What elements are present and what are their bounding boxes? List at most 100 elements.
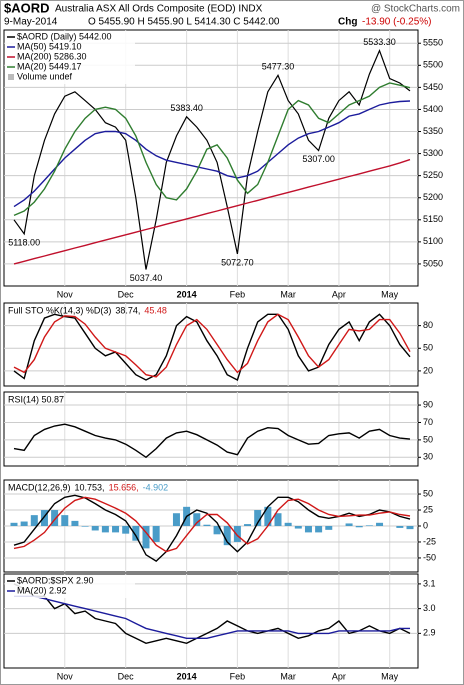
y-tick-label: 90 <box>423 399 433 409</box>
histogram-bar <box>264 506 272 526</box>
y-tick-label: 70 <box>423 417 433 427</box>
y-tick-label: 5250 <box>423 170 443 180</box>
histogram-bar <box>304 526 312 533</box>
histogram-bar <box>51 510 59 526</box>
legend-label: RSI(14) 50.87 <box>8 394 64 404</box>
legend-label: $AORD (Daily) 5442.00 <box>17 31 112 41</box>
y-tick-label: 5350 <box>423 126 443 136</box>
x-tick-label: 2014 <box>177 289 197 299</box>
series-line <box>14 595 410 639</box>
y-tick-label: 5300 <box>423 148 443 158</box>
y-tick-label: 3.0 <box>423 603 436 613</box>
legend-label: Full STO %K(14,3) %D(3) <box>8 305 111 315</box>
x-tick-label: Nov <box>57 289 74 299</box>
y-tick-label: 5550 <box>423 38 443 48</box>
histogram-bar <box>61 515 69 526</box>
x-tick-label: Apr <box>332 289 346 299</box>
security-name: Australia ASX All Ords Composite (EOD) I… <box>55 4 263 15</box>
y-tick-label: 5100 <box>423 236 443 246</box>
histogram-bar <box>152 526 160 542</box>
data-label: 5477.30 <box>262 62 295 72</box>
legend-label: MACD(12,26,9) <box>8 482 71 492</box>
y-tick-label: 2.9 <box>423 628 436 638</box>
x-tick-label: Mar <box>280 289 296 299</box>
series-line <box>13 48 411 270</box>
y-tick-label: 5500 <box>423 60 443 70</box>
legend-label: MA(20) 5449.17 <box>17 61 82 71</box>
legend-label: Volume undef <box>17 71 73 81</box>
x-tick-label: Feb <box>230 671 246 681</box>
histogram-bar <box>244 524 252 526</box>
data-label: 5307.00 <box>302 154 335 164</box>
histogram-bar <box>233 526 241 542</box>
y-tick-label: 50 <box>423 488 433 498</box>
panel <box>3 391 419 467</box>
histogram-bar <box>325 526 333 530</box>
histogram-bar <box>203 524 211 526</box>
series-line <box>13 496 411 553</box>
data-label: 5072.70 <box>221 257 254 267</box>
legend-label: 15.656, <box>109 482 139 492</box>
legend-label: -4.902 <box>143 482 169 492</box>
histogram-bar <box>122 526 130 534</box>
x-tick-label: Feb <box>230 289 246 299</box>
series-line <box>13 423 411 459</box>
legend-label: MA(50) 5419.10 <box>17 41 82 51</box>
legend-box <box>5 31 135 84</box>
data-label: 5383.40 <box>170 103 203 113</box>
y-tick-label: 30 <box>423 452 433 462</box>
histogram-bar <box>142 526 150 549</box>
y-tick-label: 25 <box>423 504 433 514</box>
legend-label: 10.753, <box>75 482 105 492</box>
histogram-bar <box>112 526 120 533</box>
y-tick-label: 0 <box>423 520 428 530</box>
symbol: $AORD <box>4 0 50 15</box>
histogram-bar <box>284 522 292 526</box>
legend-swatch <box>8 74 14 80</box>
ohlc: O 5455.90 H 5455.90 L 5414.30 C 5442.00 <box>88 17 280 28</box>
x-tick-label: Dec <box>118 671 135 681</box>
y-tick-label: 50 <box>423 434 433 444</box>
y-tick-label: 5200 <box>423 192 443 202</box>
histogram-bar <box>40 510 48 526</box>
histogram-bar <box>223 526 231 546</box>
series-line <box>13 158 411 265</box>
histogram-bar <box>406 526 414 530</box>
y-tick-label: 80 <box>423 320 433 330</box>
x-tick-label: May <box>381 289 399 299</box>
legend-box <box>5 575 135 598</box>
x-tick-label: Mar <box>280 671 296 681</box>
legend-label: MA(20) 2.92 <box>17 585 67 595</box>
y-tick-label: 3.1 <box>423 578 436 588</box>
histogram-bar <box>101 526 109 533</box>
histogram-bar <box>81 526 89 527</box>
histogram-bar <box>172 513 180 526</box>
data-label: 5037.40 <box>130 273 163 283</box>
histogram-bar <box>315 526 323 533</box>
histogram-bar <box>365 525 373 526</box>
date: 9-May-2014 <box>4 17 58 28</box>
y-tick-label: 5450 <box>423 82 443 92</box>
x-tick-label: Nov <box>57 671 74 681</box>
histogram-bar <box>30 515 38 526</box>
x-tick-label: May <box>381 671 399 681</box>
series-line <box>13 313 411 382</box>
watermark: @ StockCharts.com <box>371 4 460 15</box>
legend-label: $AORD:$SPX 2.90 <box>17 575 94 585</box>
legend-label: 45.48 <box>144 305 167 315</box>
y-tick-label: 5050 <box>423 258 443 268</box>
histogram-bar <box>254 510 262 526</box>
histogram-bar <box>132 526 140 541</box>
data-label: 5118.00 <box>8 237 40 247</box>
series-line <box>13 494 411 562</box>
y-tick-label: -25 <box>423 536 436 546</box>
histogram-bar <box>376 522 384 526</box>
change: -13.90 (-0.25%) <box>362 17 431 28</box>
histogram-bar <box>71 520 79 526</box>
histogram-bar <box>20 521 28 526</box>
series-line <box>13 583 411 645</box>
histogram-bar <box>193 513 201 526</box>
data-label: 5533.30 <box>363 37 396 47</box>
x-tick-label: Apr <box>332 671 346 681</box>
